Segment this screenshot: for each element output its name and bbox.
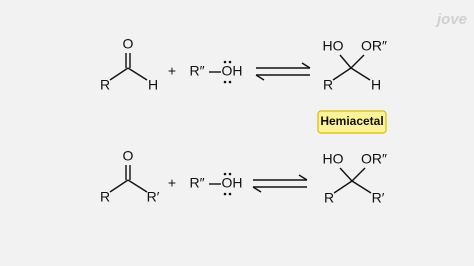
bond [127, 179, 148, 193]
atom: H [148, 77, 158, 93]
lone-pairs [223, 172, 232, 196]
bond [350, 54, 365, 69]
atom: OH [222, 63, 243, 79]
bond [332, 67, 352, 81]
atom: R [100, 77, 110, 93]
atom: R″ [189, 175, 204, 191]
atom: O [123, 36, 134, 52]
reaction: O R R′ + R″ OH HO OR″ R R′ [100, 148, 387, 206]
reaction: O R H + R″ OH HO OR″ R H [100, 36, 387, 93]
atom: OR″ [361, 151, 387, 167]
lone-pairs [223, 60, 232, 84]
bond [351, 180, 372, 194]
bond [339, 167, 353, 182]
label-box [317, 110, 387, 134]
atom: R [100, 189, 110, 205]
bond [109, 67, 129, 81]
plus: + [168, 63, 176, 79]
atom: R′ [372, 190, 385, 206]
atom: HO [323, 38, 344, 54]
atom: HO [323, 151, 344, 167]
atom: R″ [189, 63, 204, 79]
atom: OR″ [361, 38, 387, 54]
bond [127, 67, 148, 81]
atom: R [324, 190, 334, 206]
bond [109, 179, 129, 193]
atom: O [123, 148, 134, 164]
bond [333, 180, 353, 194]
equilibrium-arrow [252, 174, 308, 193]
atom: R [323, 77, 333, 93]
bond [339, 54, 352, 69]
bond [350, 67, 371, 81]
atom: OH [222, 175, 243, 191]
atom: R′ [147, 189, 160, 205]
plus: + [168, 175, 176, 191]
atom: H [371, 77, 381, 93]
label: Hemiacetal [320, 114, 383, 128]
bond [351, 167, 366, 182]
equilibrium-arrow [255, 62, 311, 81]
logo: jove [435, 11, 467, 28]
